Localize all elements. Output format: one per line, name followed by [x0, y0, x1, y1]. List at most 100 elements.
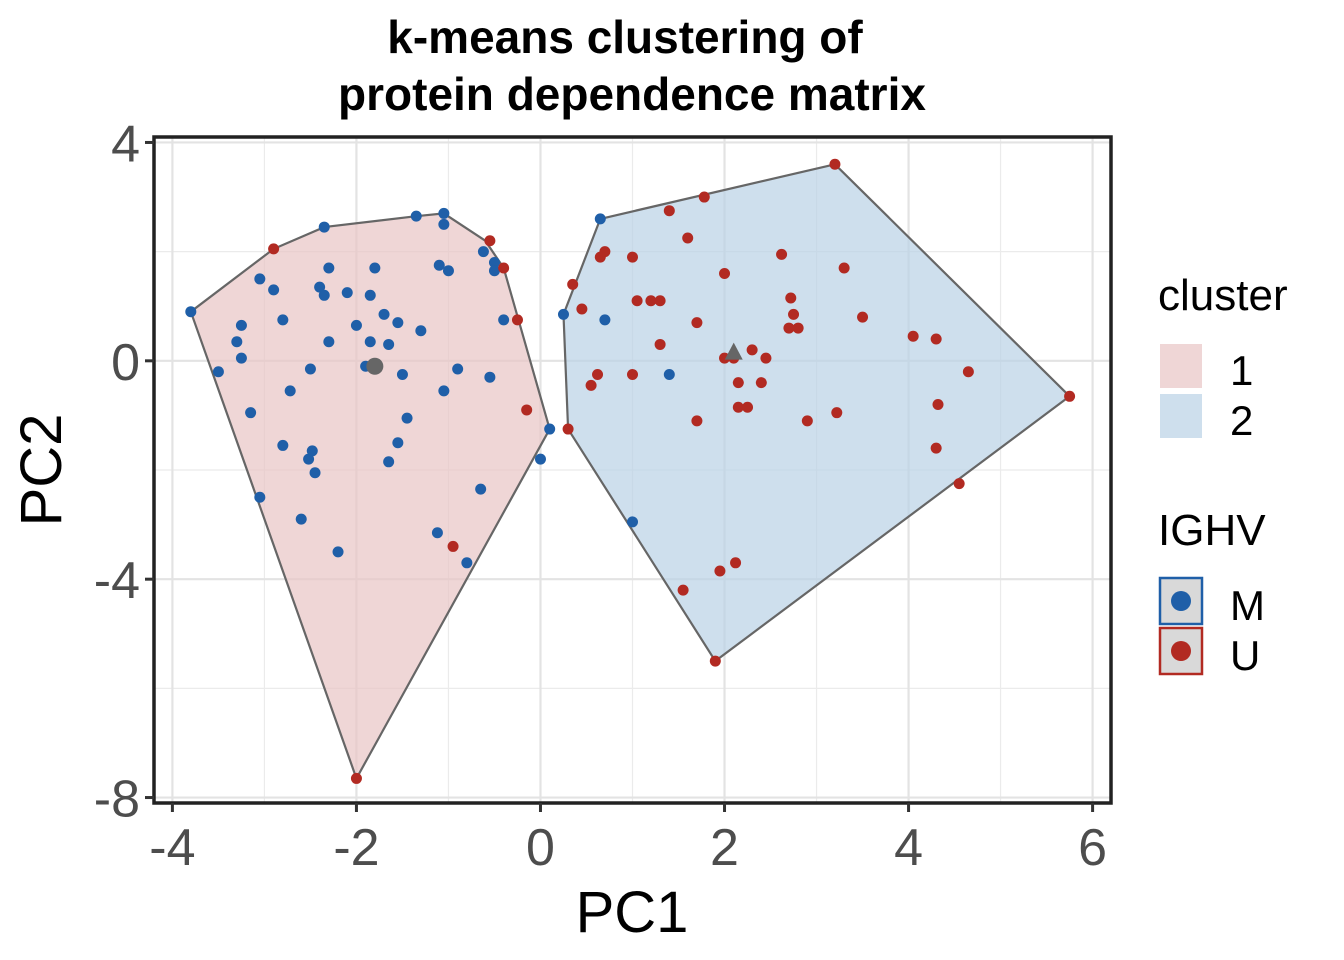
x-tick-label: 4	[894, 819, 923, 877]
point-u	[746, 344, 758, 356]
x-tick-label: -4	[149, 819, 195, 877]
point-m	[442, 265, 454, 277]
x-tick-label: -2	[333, 819, 379, 877]
legend-ighv-title: IGHV	[1158, 506, 1266, 555]
point-m	[599, 314, 611, 326]
point-m	[401, 412, 413, 424]
point-u	[792, 322, 804, 334]
point-m	[309, 467, 321, 479]
point-m	[392, 317, 404, 329]
legend-ighv-u-label: U	[1230, 632, 1260, 679]
point-u	[447, 540, 459, 552]
centroid-cluster-2	[724, 342, 743, 360]
x-tick-label: 6	[1078, 819, 1107, 877]
point-m	[304, 363, 316, 375]
point-u	[698, 191, 710, 203]
y-tick-label: -8	[94, 771, 140, 829]
point-m	[235, 319, 247, 331]
point-m	[557, 308, 569, 320]
point-m	[594, 213, 606, 225]
point-m	[235, 352, 247, 364]
point-m	[268, 284, 280, 296]
point-u	[709, 655, 721, 667]
point-m	[475, 483, 487, 495]
point-m	[484, 371, 496, 383]
y-tick-label: -4	[94, 552, 140, 610]
point-m	[332, 546, 344, 558]
point-m	[627, 516, 638, 528]
point-u	[498, 262, 510, 274]
point-u	[521, 404, 533, 416]
point-u	[576, 303, 588, 315]
point-m	[488, 265, 500, 277]
legend-cluster-2-label: 2	[1230, 397, 1253, 444]
point-u	[1064, 390, 1076, 402]
point-m	[433, 259, 445, 271]
point-m	[396, 368, 408, 380]
point-m	[254, 273, 266, 285]
point-u	[682, 232, 694, 244]
point-m	[415, 325, 427, 337]
point-m	[318, 221, 330, 233]
point-m	[314, 281, 326, 293]
point-u	[654, 295, 666, 307]
point-u	[785, 292, 797, 304]
x-tick-label: 0	[526, 819, 555, 877]
legend-cluster-1-key	[1160, 344, 1202, 388]
point-m	[306, 445, 318, 457]
point-u	[592, 368, 604, 380]
point-m	[452, 363, 464, 375]
point-m	[350, 319, 362, 331]
point-u	[742, 401, 754, 413]
point-m	[392, 437, 404, 449]
plot-border	[152, 135, 1113, 805]
point-m	[438, 207, 450, 219]
point-m	[477, 246, 489, 258]
point-m	[303, 453, 315, 465]
point-u	[930, 333, 942, 345]
point-u	[788, 308, 800, 320]
point-u	[484, 235, 496, 247]
point-m	[323, 336, 335, 348]
point-m	[323, 262, 335, 274]
point-u	[755, 377, 767, 389]
point-u	[645, 295, 657, 307]
point-m	[410, 210, 422, 222]
point-u	[719, 267, 731, 279]
point-u	[654, 338, 666, 350]
point-u	[677, 584, 689, 596]
point-u	[783, 322, 795, 334]
centroid-cluster-1	[366, 357, 384, 375]
point-u	[631, 295, 643, 307]
point-u	[838, 262, 850, 274]
point-u	[663, 205, 675, 217]
point-m	[369, 262, 381, 274]
point-m	[254, 491, 266, 503]
y-axis-title: PC2	[9, 414, 74, 527]
point-m	[488, 257, 500, 269]
legend-cluster-2-key	[1160, 394, 1202, 438]
point-u	[732, 401, 744, 413]
legend-ighv-m-marker	[1171, 591, 1191, 611]
point-m	[544, 423, 556, 435]
point-m	[185, 306, 197, 318]
point-u	[599, 246, 611, 258]
point-u	[350, 772, 362, 784]
point-m	[212, 366, 224, 378]
y-tick-label: 4	[111, 115, 140, 173]
cluster-1-hull	[189, 212, 551, 782]
point-u	[829, 158, 841, 170]
point-m	[378, 308, 390, 320]
point-u	[567, 278, 579, 290]
x-tick-label: 2	[710, 819, 739, 877]
cluster-centroids	[366, 342, 743, 375]
point-u	[562, 423, 574, 435]
point-u	[691, 317, 703, 329]
point-u	[585, 379, 597, 391]
point-u	[857, 311, 869, 323]
legend-ighv-m-label: M	[1230, 582, 1265, 629]
axes: -4 -2 0 2 4 6-8-404	[94, 115, 1107, 877]
point-u	[907, 330, 919, 342]
point-u	[627, 251, 638, 263]
